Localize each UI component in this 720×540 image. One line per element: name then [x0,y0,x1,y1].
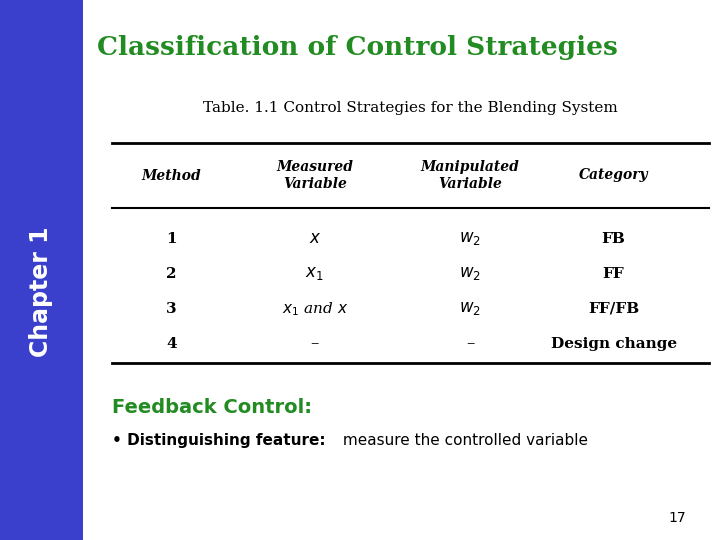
Text: –: – [466,335,474,353]
Text: FB: FB [602,232,626,246]
Text: $\mathit{x}$: $\mathit{x}$ [309,230,321,247]
Text: FF/FB: FF/FB [588,302,639,316]
Text: Method: Method [142,168,201,183]
Text: Category: Category [579,168,649,183]
Text: –: – [310,335,319,353]
Text: Table. 1.1 Control Strategies for the Blending System: Table. 1.1 Control Strategies for the Bl… [203,101,618,115]
Text: $x_1$: $x_1$ [305,265,324,282]
Text: 4: 4 [166,337,176,351]
Text: Design change: Design change [551,337,677,351]
Text: measure the controlled variable: measure the controlled variable [338,433,588,448]
Text: $\mathbf{\mathit{w}}_2$: $\mathbf{\mathit{w}}_2$ [459,265,481,282]
Text: FF: FF [603,267,624,281]
Text: Classification of Control Strategies: Classification of Control Strategies [97,35,618,60]
Text: Feedback Control:: Feedback Control: [112,398,312,417]
Text: 1: 1 [166,232,176,246]
Text: 3: 3 [166,302,176,316]
Text: 17: 17 [668,511,685,525]
Text: Manipulated
Variable: Manipulated Variable [420,160,520,191]
Text: Chapter 1: Chapter 1 [30,226,53,357]
Text: Measured
Variable: Measured Variable [276,160,354,191]
Text: 2: 2 [166,267,176,281]
Text: $\mathbf{\mathit{w}}_2$: $\mathbf{\mathit{w}}_2$ [459,230,481,247]
Text: $x_1$ and $x$: $x_1$ and $x$ [282,300,348,318]
Text: • Distinguishing feature:: • Distinguishing feature: [112,433,325,448]
Text: $\mathbf{\mathit{w}}_2$: $\mathbf{\mathit{w}}_2$ [459,300,481,318]
